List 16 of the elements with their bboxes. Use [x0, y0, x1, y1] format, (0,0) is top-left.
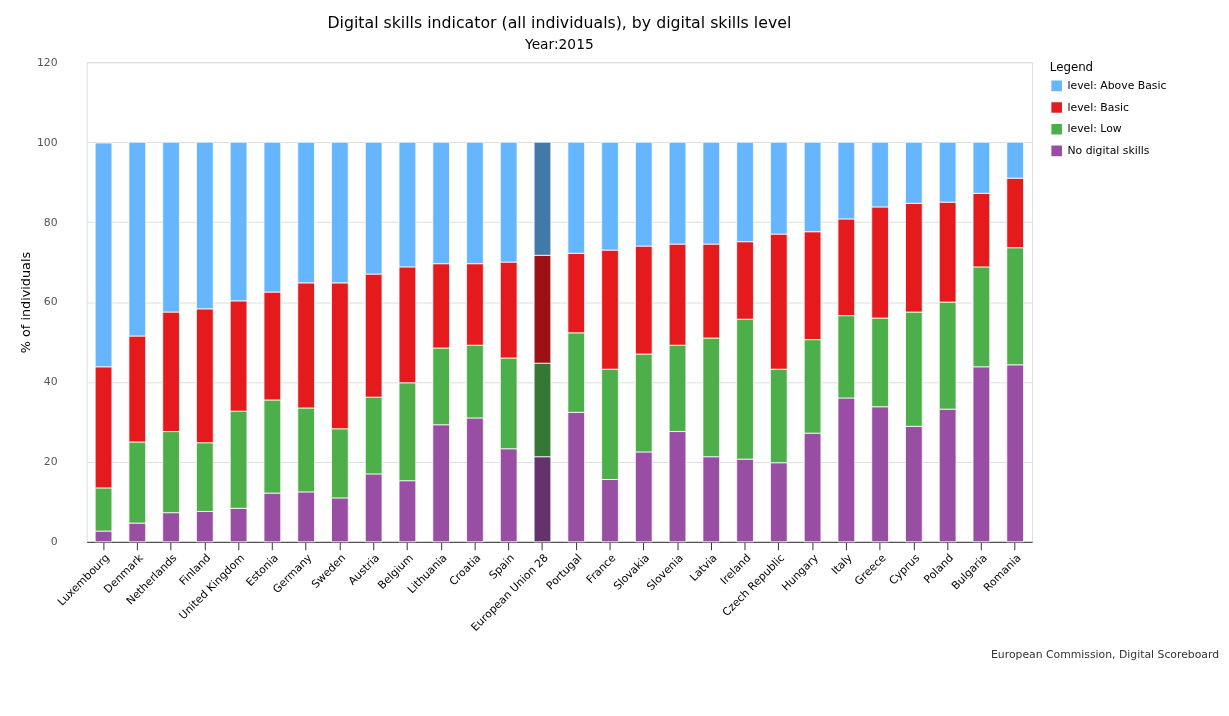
y-axis-title: % of individuals [18, 251, 34, 354]
y-tick-label: 60 [43, 295, 58, 309]
y-tick-label: 0 [50, 535, 58, 549]
y-tick-label: 40 [43, 375, 58, 389]
text: European Commission, Digital Scoreboard [991, 648, 1220, 662]
y-tick-label: 20 [43, 455, 58, 469]
chart-title: Digital skills indicator (all individuals), by digital skills level [327, 12, 792, 32]
legend-label: level: Basic [1067, 100, 1130, 114]
y-tick-label: 80 [43, 215, 58, 229]
legend-label: level: Low [1067, 122, 1122, 136]
legend-label: level: Above Basic [1067, 78, 1167, 92]
legend-title: Legend [1049, 60, 1094, 75]
y-tick-label: 100 [36, 135, 58, 149]
chart-subtitle: Year:2015 [524, 36, 594, 53]
legend-label: No digital skills [1067, 143, 1150, 157]
y-tick-label: 120 [36, 55, 58, 69]
